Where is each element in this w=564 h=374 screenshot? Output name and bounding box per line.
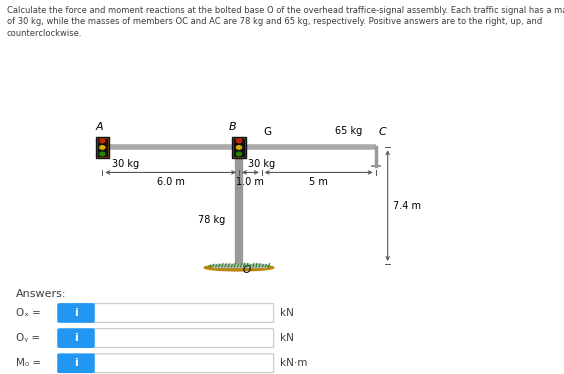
FancyBboxPatch shape	[92, 329, 274, 347]
Text: i: i	[74, 358, 78, 368]
Text: 30 kg: 30 kg	[112, 159, 139, 169]
Text: i: i	[74, 308, 78, 318]
Text: A: A	[96, 122, 104, 132]
Text: O: O	[242, 265, 250, 275]
Circle shape	[100, 152, 105, 156]
Circle shape	[100, 139, 105, 143]
Text: 5 m: 5 m	[309, 177, 328, 187]
Text: Answers:: Answers:	[16, 289, 67, 299]
Text: 6.0 m: 6.0 m	[157, 177, 184, 187]
FancyBboxPatch shape	[92, 354, 274, 373]
Text: 65 kg: 65 kg	[336, 126, 363, 136]
Text: C: C	[378, 127, 386, 137]
Text: 7.4 m: 7.4 m	[393, 201, 421, 211]
Text: kN: kN	[280, 333, 293, 343]
Bar	[96, 137, 109, 157]
Text: Oᵧ =: Oᵧ =	[16, 333, 40, 343]
Text: B: B	[228, 122, 236, 132]
Text: G: G	[263, 127, 271, 137]
Text: 30 kg: 30 kg	[248, 159, 275, 169]
FancyBboxPatch shape	[57, 303, 95, 323]
Text: 78 kg: 78 kg	[199, 215, 226, 225]
Bar	[232, 137, 246, 157]
Text: i: i	[74, 333, 78, 343]
FancyBboxPatch shape	[57, 328, 95, 348]
Circle shape	[236, 139, 241, 143]
FancyBboxPatch shape	[92, 304, 274, 322]
Circle shape	[236, 146, 241, 149]
Text: 1.0 m: 1.0 m	[236, 177, 265, 187]
Text: kN·m: kN·m	[280, 358, 307, 368]
Text: Calculate the force and moment reactions at the bolted base O of the overhead tr: Calculate the force and moment reactions…	[7, 6, 564, 38]
Bar	[212, 264, 266, 267]
Bar	[233, 138, 245, 157]
FancyBboxPatch shape	[57, 353, 95, 373]
Text: M₀ =: M₀ =	[16, 358, 41, 368]
Text: Oₓ =: Oₓ =	[16, 308, 41, 318]
Circle shape	[236, 152, 241, 156]
Bar	[97, 138, 108, 157]
Ellipse shape	[204, 264, 274, 271]
Circle shape	[100, 146, 105, 149]
Text: kN: kN	[280, 308, 293, 318]
